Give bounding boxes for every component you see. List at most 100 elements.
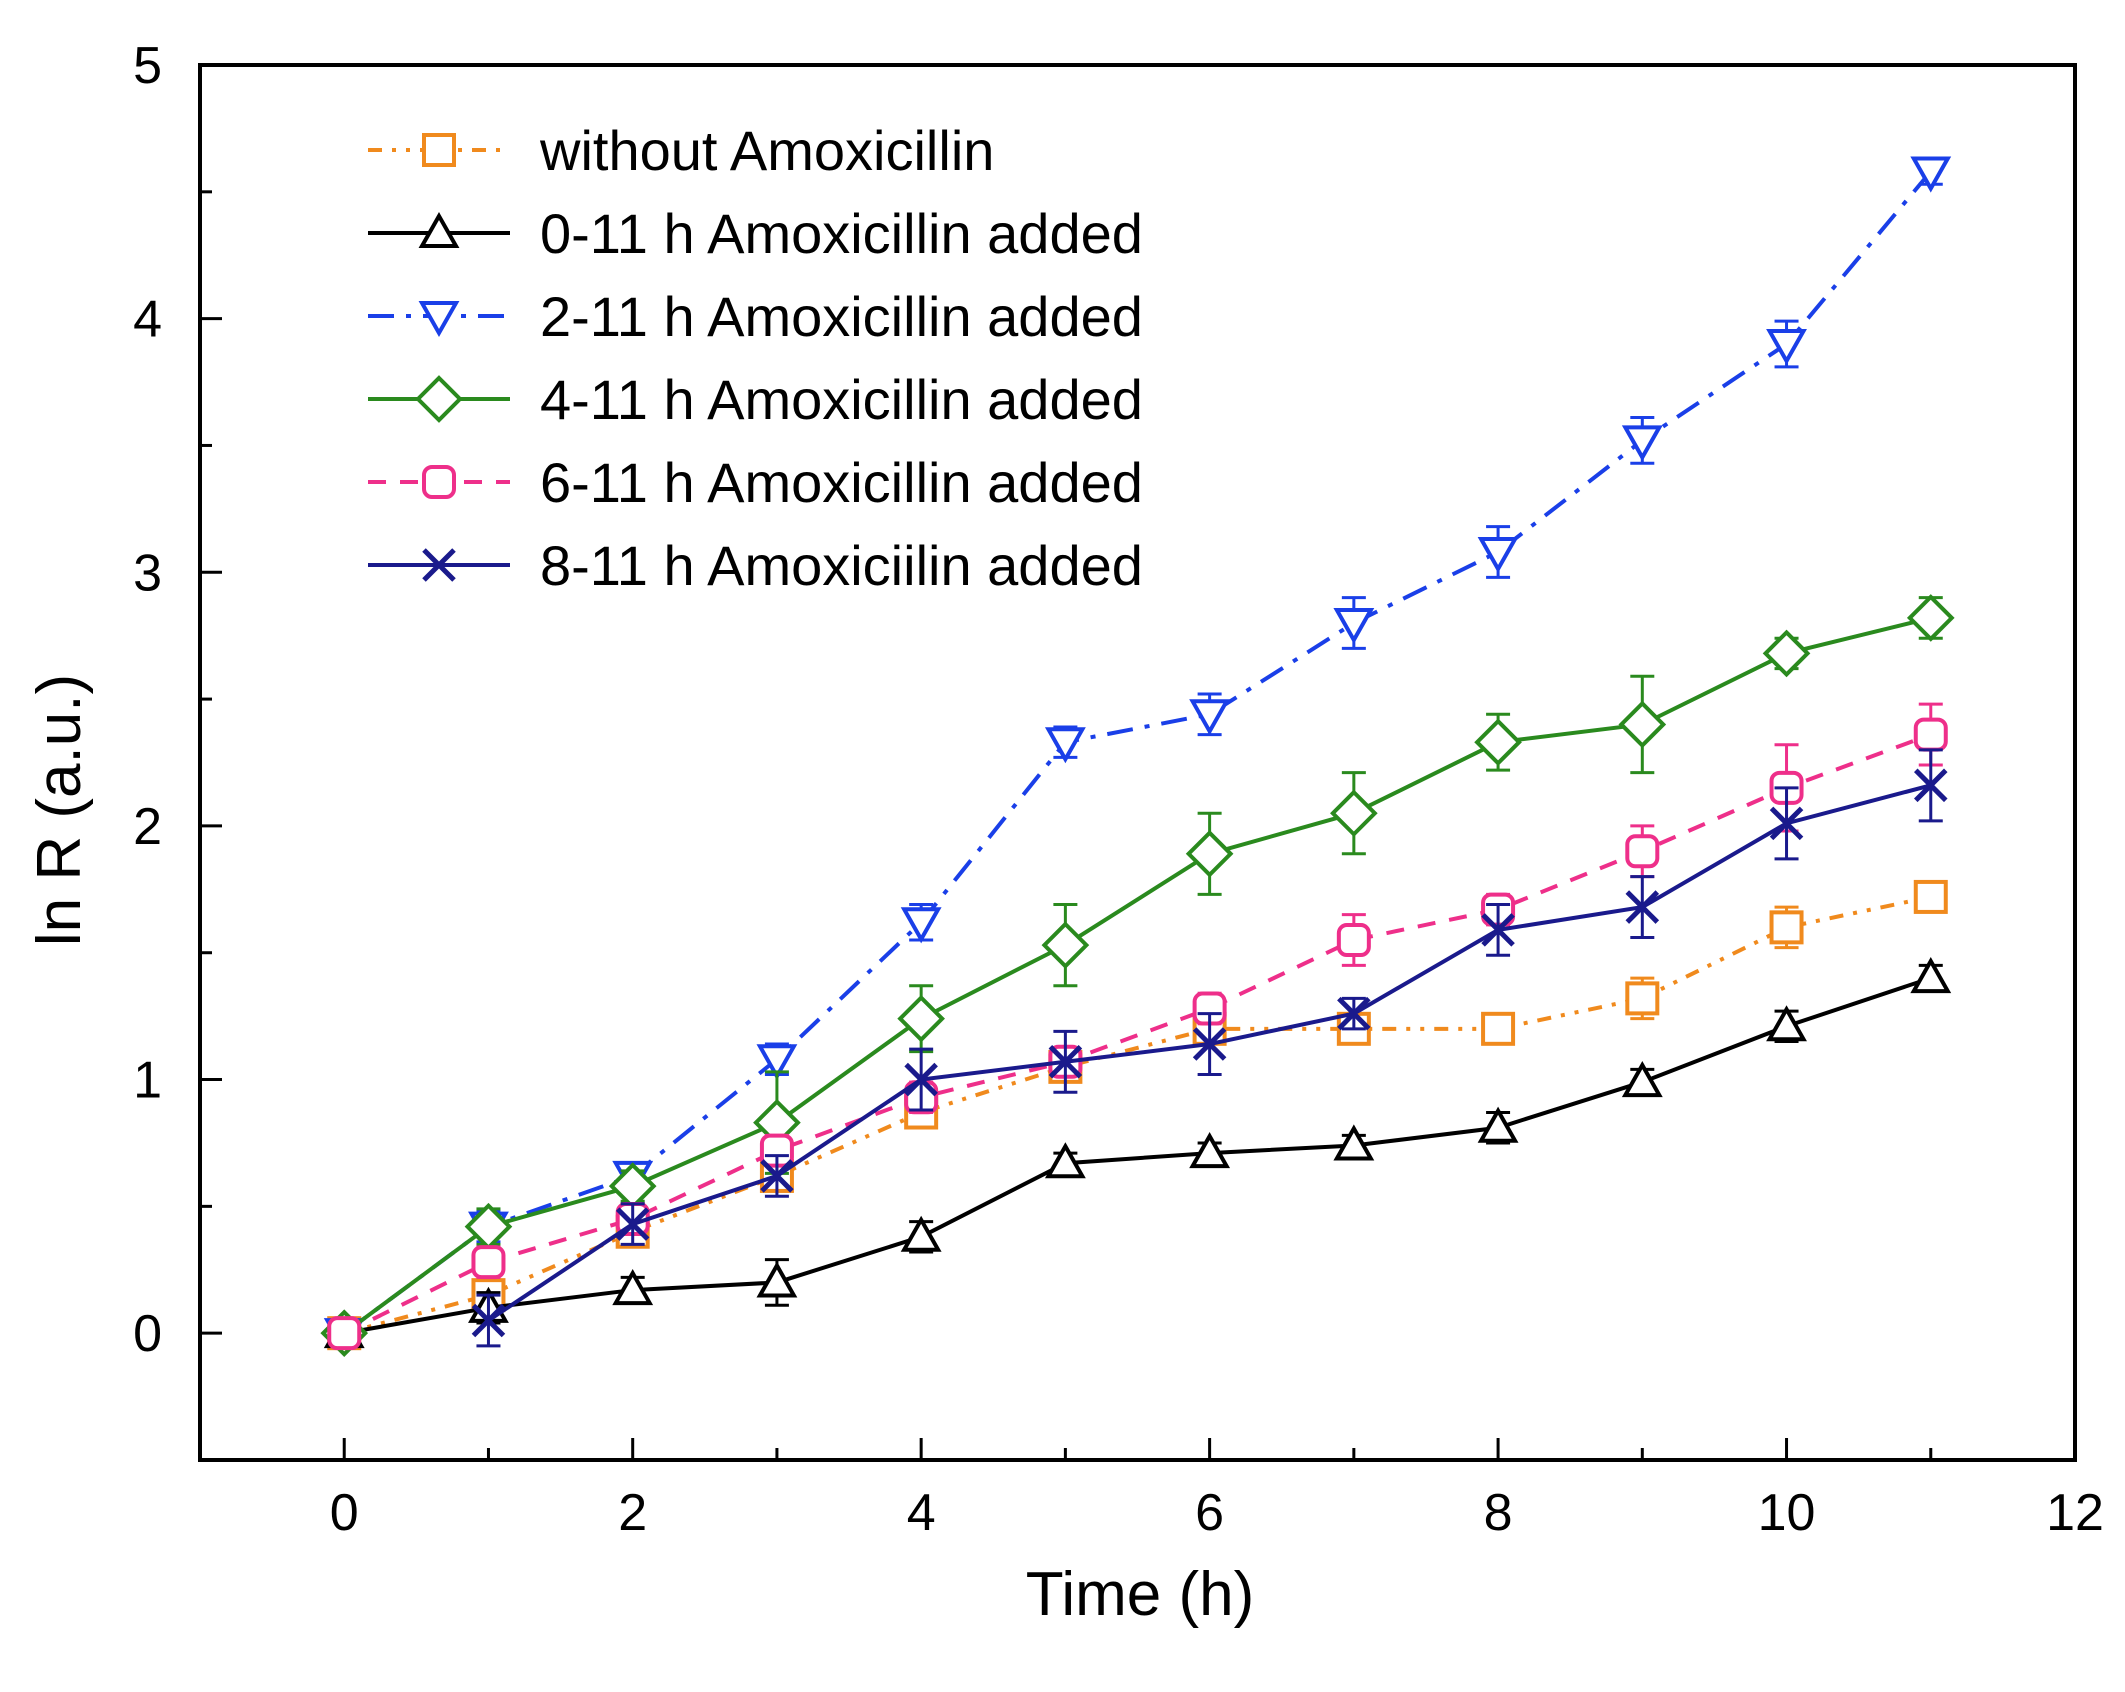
series-0 [327,879,1948,1351]
legend-label: 6-11 h Amoxicillin added [540,451,1143,514]
x-marker-stroke [1769,806,1804,841]
data-point [1910,957,1952,994]
data-point [1621,1061,1663,1098]
data-point [1337,996,1371,1031]
data-point [1185,829,1234,878]
data-point [1625,890,1660,924]
legend-symbol [418,211,460,248]
y-tick-label: 0 [133,1305,162,1363]
legend-marker-2 [368,301,510,338]
data-point [608,1162,657,1210]
data-point [904,1062,938,1097]
x-marker-stroke [615,1207,650,1241]
data-point [1044,1142,1086,1179]
data-point [900,907,942,944]
data-point [1330,789,1378,838]
y-tick-label: 3 [133,544,162,602]
data-point [1477,536,1519,574]
data-point [897,994,945,1043]
legend-entry-4-11h: 4-11 h Amoxicillin added [540,368,1143,431]
series-5 [471,748,1948,1348]
x-marker-stroke [904,1062,938,1097]
plot-area [198,63,2077,1462]
series-line [343,732,1932,1335]
x-marker-stroke [1914,768,1948,803]
x-tick-label: 12 [2046,1484,2104,1542]
data-point [612,1269,654,1306]
data-point [1189,699,1231,736]
data-point [1333,608,1375,645]
x-tick-label: 8 [1484,1484,1513,1542]
legend-label: 4-11 h Amoxicillin added [540,368,1143,431]
data-point [760,1159,794,1193]
series-line [343,894,1932,1336]
data-point [1481,1011,1516,1046]
data-point [1913,717,1948,752]
legend-marker-0 [368,133,510,167]
x-tick-label: 4 [907,1484,936,1542]
x-tick-label: 10 [1758,1484,1816,1542]
legend-label: 0-11 h Amoxicillin added [540,202,1143,265]
legend-entry-6-11h: 6-11 h Amoxicillin added [540,451,1143,514]
data-point [1189,1132,1231,1169]
data-point [1336,923,1371,958]
data-point [1910,156,1952,193]
plot-frame [198,63,2077,1462]
data-point [1618,700,1667,749]
legend-entry-2-11h: 2-11 h Amoxicillin added [540,285,1143,348]
x-tick-label: 6 [1195,1484,1224,1542]
legend: without Amoxicillin 0-11 h Amoxicillin a… [539,119,1143,597]
x-marker-stroke [1481,913,1515,947]
data-point [1769,910,1804,945]
legend-symbol [422,133,456,167]
data-point [1625,834,1660,869]
data-point [1762,629,1811,678]
data-point [1333,1124,1375,1161]
x-marker-stroke [471,1303,506,1338]
data-point [1044,727,1086,764]
y-tick-label: 4 [133,291,162,349]
series-3 [320,594,1955,1358]
x-tick-label: 0 [330,1484,359,1542]
x-axis-title: Time (h) [1026,1560,1254,1629]
legend-symbol [415,375,463,423]
legend-label: without Amoxicillin [539,119,994,182]
legend-label: 8-11 h Amoxiciilin added [540,534,1143,597]
legend-entry-0-11h: 0-11 h Amoxicillin added [540,202,1143,265]
x-marker-stroke [422,548,456,582]
legend-label: 2-11 h Amoxicillin added [540,285,1143,348]
data-point [471,1245,506,1280]
series-line [343,170,1933,1335]
y-tick-label: 2 [133,798,162,856]
x-tick-label: 2 [618,1484,647,1542]
data-point [1906,594,1955,642]
series-line [343,615,1932,1335]
data-point [615,1207,650,1241]
series-layer [320,156,1955,1358]
legend-entry-8-11h: 8-11 h Amoxiciilin added [540,534,1143,597]
series-1 [323,957,1952,1349]
data-point [1914,768,1948,803]
y-tick-label: 5 [133,37,162,95]
data-point [1192,1027,1227,1061]
legend-marker-4 [368,465,510,499]
legend-marker-3 [368,375,510,423]
data-point [1769,806,1804,841]
data-point [900,1215,942,1252]
x-marker-stroke [760,1159,794,1193]
data-point [471,1303,506,1338]
legend-symbol [422,465,456,499]
legend-marker-1 [368,211,510,248]
data-point [756,1261,798,1298]
y-tick-label: 1 [133,1052,162,1110]
data-point [1625,981,1660,1016]
legend-symbol [422,548,456,582]
data-point [1766,329,1807,366]
legend-symbol [418,301,460,338]
x-marker-stroke [1192,1027,1227,1061]
data-point [1048,1045,1083,1079]
legend-marker-5 [368,548,510,582]
data-point [756,1044,798,1081]
